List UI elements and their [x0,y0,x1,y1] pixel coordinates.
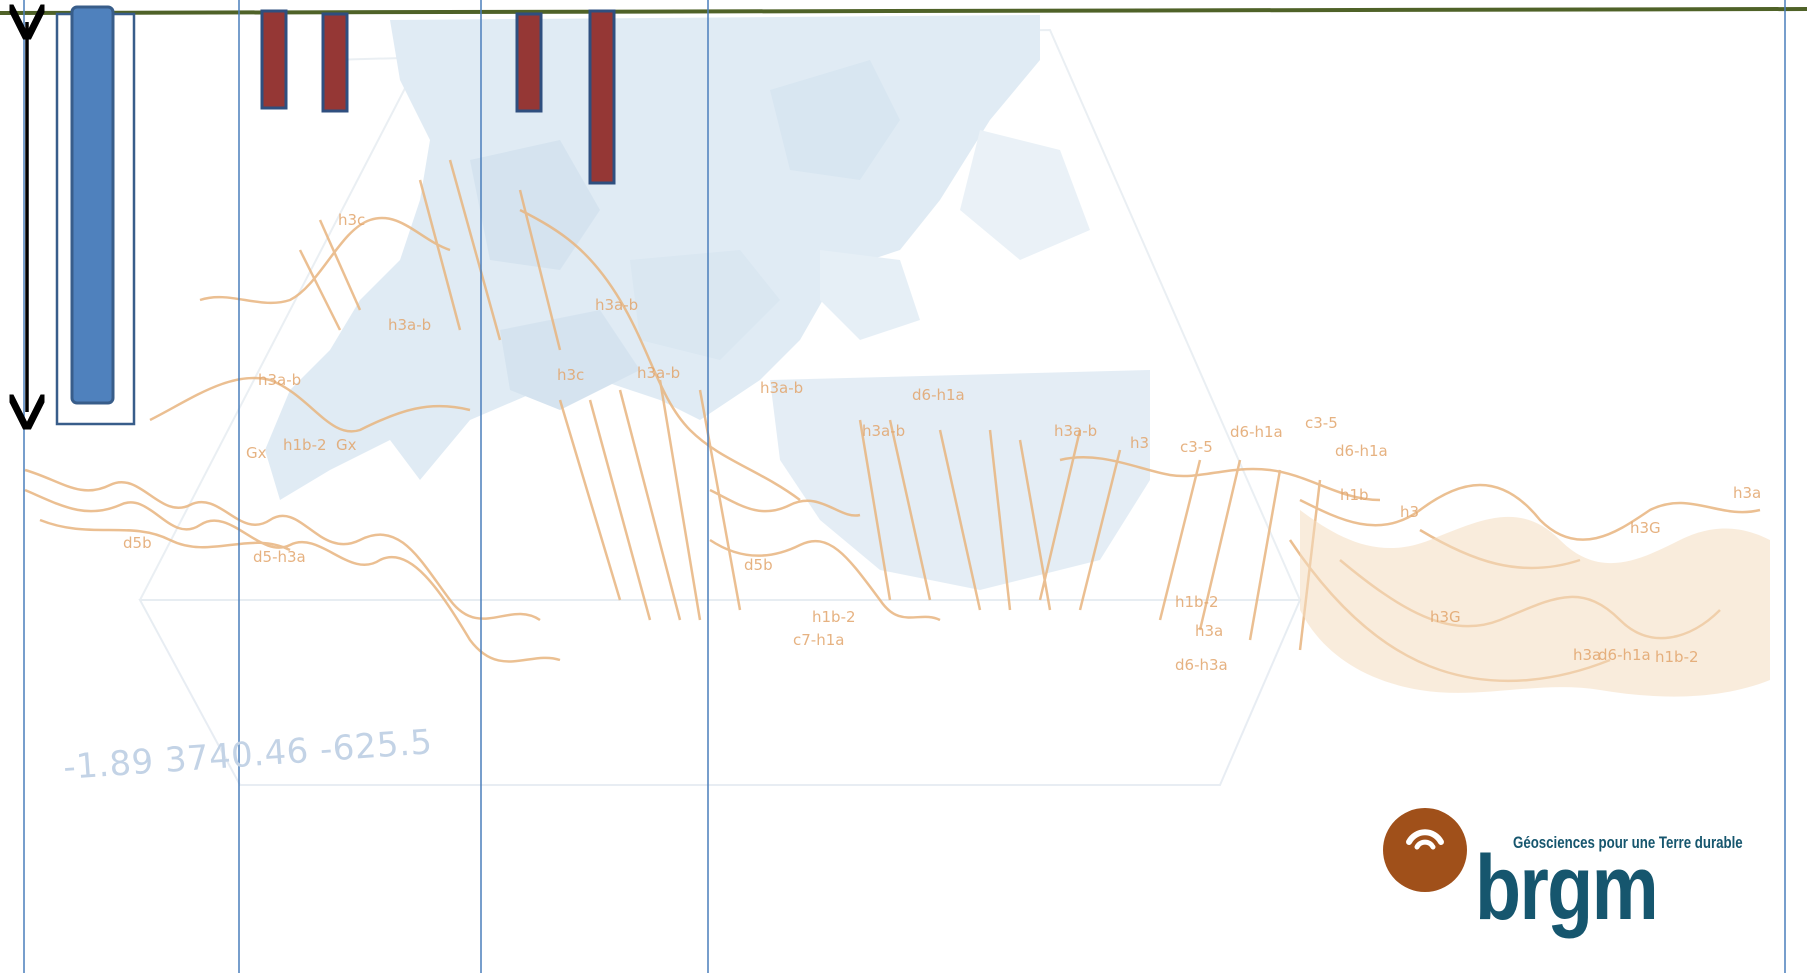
geo-label: d6-h1a [912,386,965,404]
geo-label: d5b [744,556,773,574]
logo-wordmark: brgm [1475,837,1659,939]
geo-label: h1b-2 [1655,648,1699,666]
red-bars [260,9,616,185]
geo-label: h3G [1630,519,1661,537]
geo-label: h3c [557,366,584,384]
geo-label: d6-h1a [1335,442,1388,460]
geo-label: h3c [338,211,365,229]
geo-label: h3a-b [1054,422,1097,440]
geo-label: h3a-b [258,371,301,389]
sediment-band [1300,510,1770,697]
geo-label: h1b-2 [283,436,327,454]
blue-bar [70,5,115,405]
geo-label: Gx [336,436,357,454]
geo-label: d6-h1a [1598,646,1651,664]
geo-label: c3-5 [1305,414,1338,432]
geo-label: c3-5 [1180,438,1213,456]
geo-label: d6-h1a [1230,423,1283,441]
top-line [0,7,1807,15]
geo-label: h3a-b [388,316,431,334]
geo-label: d6-h3a [1175,656,1228,674]
geo-label: h3 [1400,503,1419,521]
geo-label: h3a [1195,622,1223,640]
geo-label: d5b [123,534,152,552]
geo-label: c7-h1a [793,631,844,649]
geo-label: h3a-b [862,422,905,440]
red-bar [260,9,288,110]
red-bar [588,9,616,185]
background-geology-map [138,15,1302,786]
geo-label: Gx [246,444,267,462]
geo-label: h3a-b [595,296,638,314]
cross-section-labels: h3c h3a-b h3a-b h3a-b h3c h3a-b h3a-b Gx… [123,211,1761,674]
geo-label: h1b-2 [1175,593,1219,611]
red-bar [515,12,543,113]
red-bar [321,12,349,113]
geo-label: d5-h3a [253,548,306,566]
geo-label: h3a-b [760,379,803,397]
geo-label: h1b-2 [812,608,856,626]
geo-label: h1b [1340,486,1369,504]
geo-label: h3a [1733,484,1761,502]
logo-tagline: Géosciences pour une Terre durable [1513,833,1743,852]
brgm-logo-icon [1383,808,1467,892]
geo-label: h3a [1573,646,1601,664]
geo-label: h3G [1430,608,1461,626]
geo-label: h3a-b [637,364,680,382]
geo-label: h3 [1130,434,1149,452]
